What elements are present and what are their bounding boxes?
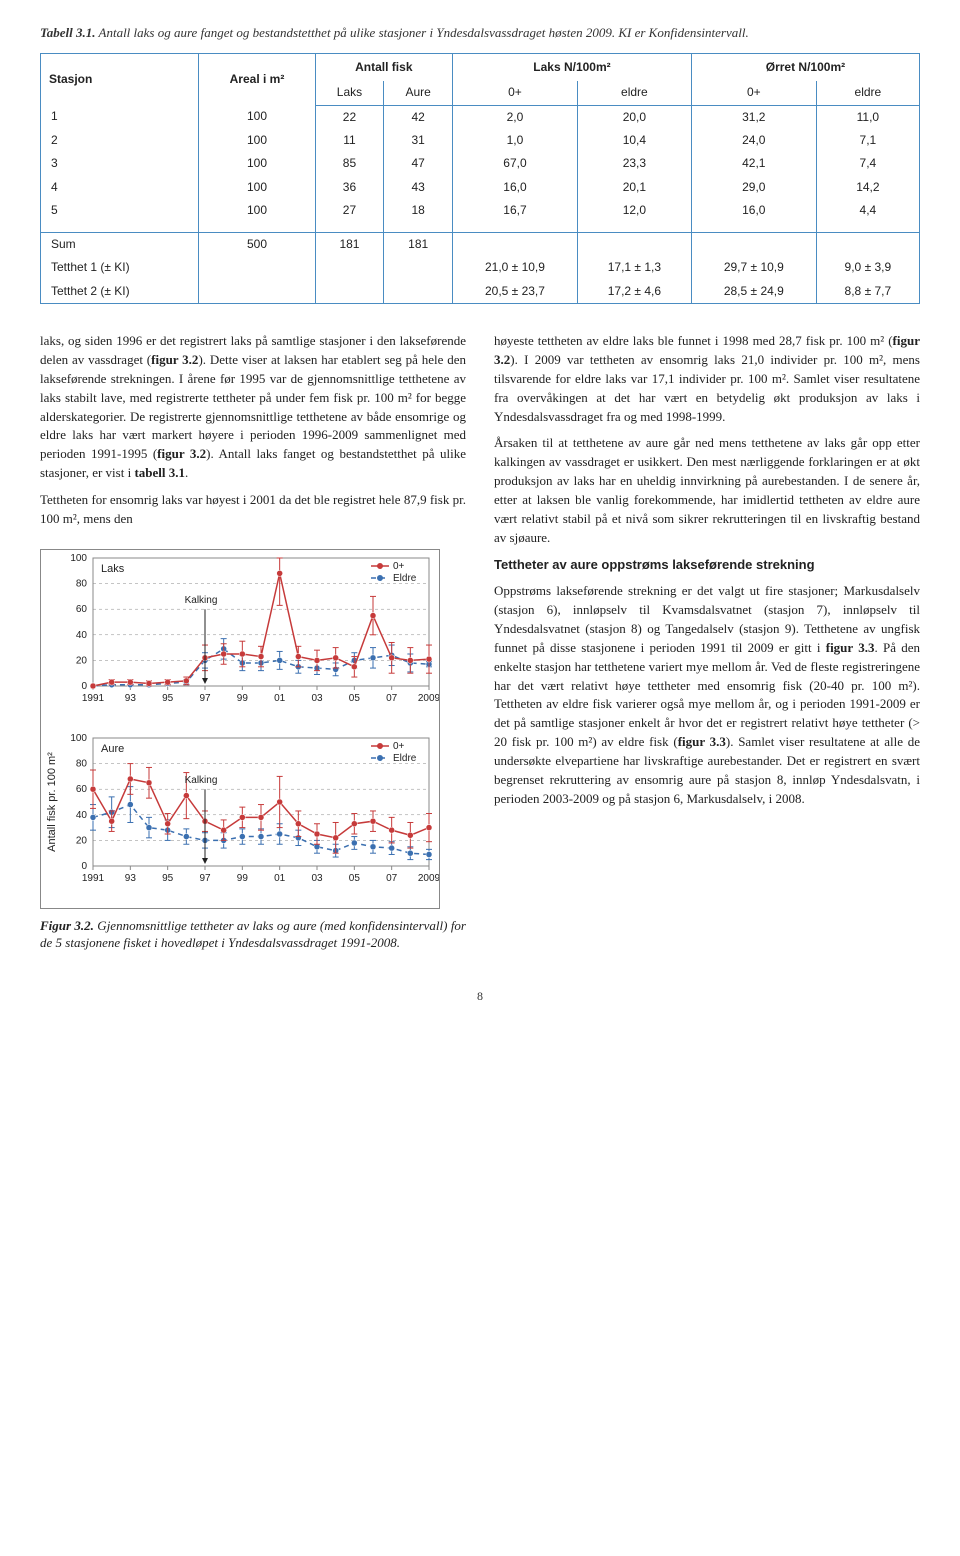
svg-text:07: 07 (386, 873, 398, 884)
svg-text:99: 99 (237, 693, 249, 704)
chart-svg: 0 20 40 60 80 100 1991 93 95 97 99 01 03 05 07 2009 Laks… (40, 549, 440, 909)
figure-caption: Figur 3.2. Gjennomsnittlige tettheter av… (40, 917, 466, 952)
table-row: 110022422,020,031,211,0 (41, 105, 920, 129)
svg-text:Eldre: Eldre (393, 573, 417, 584)
table-caption-label: Tabell 3.1. (40, 25, 96, 40)
page-number: 8 (40, 988, 920, 1005)
para-right-3: Oppstrøms lakseførende strekning er det … (494, 582, 920, 808)
ref-fig32-1: figur 3.2 (151, 352, 198, 367)
svg-text:Eldre: Eldre (393, 753, 417, 764)
th-laksn: Laks N/100m² (453, 53, 692, 81)
two-column-body: laks, og siden 1996 er det registrert la… (40, 332, 920, 960)
ref-tab31: tabell 3.1 (134, 465, 185, 480)
left-column: laks, og siden 1996 er det registrert la… (40, 332, 466, 960)
para-left-2: Tettheten for ensomrig laks var høyest i… (40, 491, 466, 529)
table-row: 4100364316,020,129,014,2 (41, 176, 920, 199)
tetthet-row: Tetthet 2 (± KI)20,5 ± 23,717,2 ± 4,628,… (41, 280, 920, 304)
svg-text:Kalking: Kalking (185, 595, 218, 606)
table-row: 3100854767,023,342,17,4 (41, 152, 920, 175)
th-le: eldre (577, 81, 691, 105)
th-orretn: Ørret N/100m² (691, 53, 919, 81)
data-table: Stasjon Areal i m² Antall fisk Laks N/10… (40, 53, 920, 304)
svg-text:0: 0 (81, 861, 87, 872)
svg-text:97: 97 (199, 873, 211, 884)
table-row: 210011311,010,424,07,1 (41, 129, 920, 152)
table-caption-text: Antall laks og aure fanget og bestandste… (96, 25, 749, 40)
para-left-1: laks, og siden 1996 er det registrert la… (40, 332, 466, 483)
tetthet-row: Tetthet 1 (± KI)21,0 ± 10,917,1 ± 1,329,… (41, 256, 920, 279)
svg-text:95: 95 (162, 693, 174, 704)
svg-text:95: 95 (162, 873, 174, 884)
svg-text:Laks: Laks (101, 563, 125, 575)
right-column: høyeste tettheten av eldre laks ble funn… (494, 332, 920, 960)
svg-text:03: 03 (311, 693, 323, 704)
svg-text:93: 93 (125, 693, 137, 704)
svg-text:03: 03 (311, 873, 323, 884)
svg-text:99: 99 (237, 873, 249, 884)
svg-text:1991: 1991 (82, 873, 105, 884)
para-right-2: Årsaken til at tetthetene av aure går ne… (494, 434, 920, 547)
table-row: 5100271816,712,016,04,4 (41, 199, 920, 222)
svg-text:80: 80 (76, 758, 88, 769)
figure-caption-text: Gjennomsnittlige tettheter av laks og au… (40, 918, 466, 951)
svg-text:20: 20 (76, 835, 88, 846)
svg-text:80: 80 (76, 578, 88, 589)
svg-text:2009: 2009 (418, 693, 440, 704)
svg-text:40: 40 (76, 809, 88, 820)
svg-text:1991: 1991 (82, 693, 105, 704)
svg-text:01: 01 (274, 693, 286, 704)
svg-text:05: 05 (349, 873, 361, 884)
svg-text:100: 100 (70, 733, 87, 744)
svg-text:0: 0 (81, 681, 87, 692)
svg-text:0+: 0+ (393, 741, 405, 752)
svg-text:Kalking: Kalking (185, 775, 218, 786)
svg-text:Antall fisk pr. 100 m²: Antall fisk pr. 100 m² (46, 752, 58, 852)
svg-text:97: 97 (199, 693, 211, 704)
svg-text:100: 100 (70, 553, 87, 564)
ref-fig33-2: figur 3.3 (678, 734, 726, 749)
ref-fig32-2: figur 3.2 (157, 446, 206, 461)
svg-text:60: 60 (76, 604, 88, 615)
th-antall: Antall fisk (315, 53, 452, 81)
th-stasjon: Stasjon (41, 53, 199, 105)
svg-text:Aure: Aure (101, 743, 124, 755)
svg-text:01: 01 (274, 873, 286, 884)
sum-row: Sum500181181 (41, 233, 920, 257)
table-caption: Tabell 3.1. Antall laks og aure fanget o… (40, 24, 920, 43)
th-oe: eldre (816, 81, 919, 105)
svg-text:05: 05 (349, 693, 361, 704)
svg-text:2009: 2009 (418, 873, 440, 884)
svg-text:93: 93 (125, 873, 137, 884)
svg-text:20: 20 (76, 655, 88, 666)
figure-3-2: 0 20 40 60 80 100 1991 93 95 97 99 01 03 05 07 2009 Laks… (40, 549, 466, 909)
th-l0: 0+ (453, 81, 578, 105)
para-right-1: høyeste tettheten av eldre laks ble funn… (494, 332, 920, 426)
svg-text:60: 60 (76, 784, 88, 795)
th-areal: Areal i m² (199, 53, 315, 105)
figure-caption-label: Figur 3.2. (40, 918, 94, 933)
svg-text:07: 07 (386, 693, 398, 704)
section-heading: Tettheter av aure oppstrøms lakseførende… (494, 556, 920, 575)
svg-text:40: 40 (76, 629, 88, 640)
svg-text:0+: 0+ (393, 561, 405, 572)
th-o0: 0+ (691, 81, 816, 105)
ref-fig33-1: figur 3.3 (826, 640, 875, 655)
th-laks: Laks (315, 81, 384, 105)
th-aure: Aure (384, 81, 453, 105)
